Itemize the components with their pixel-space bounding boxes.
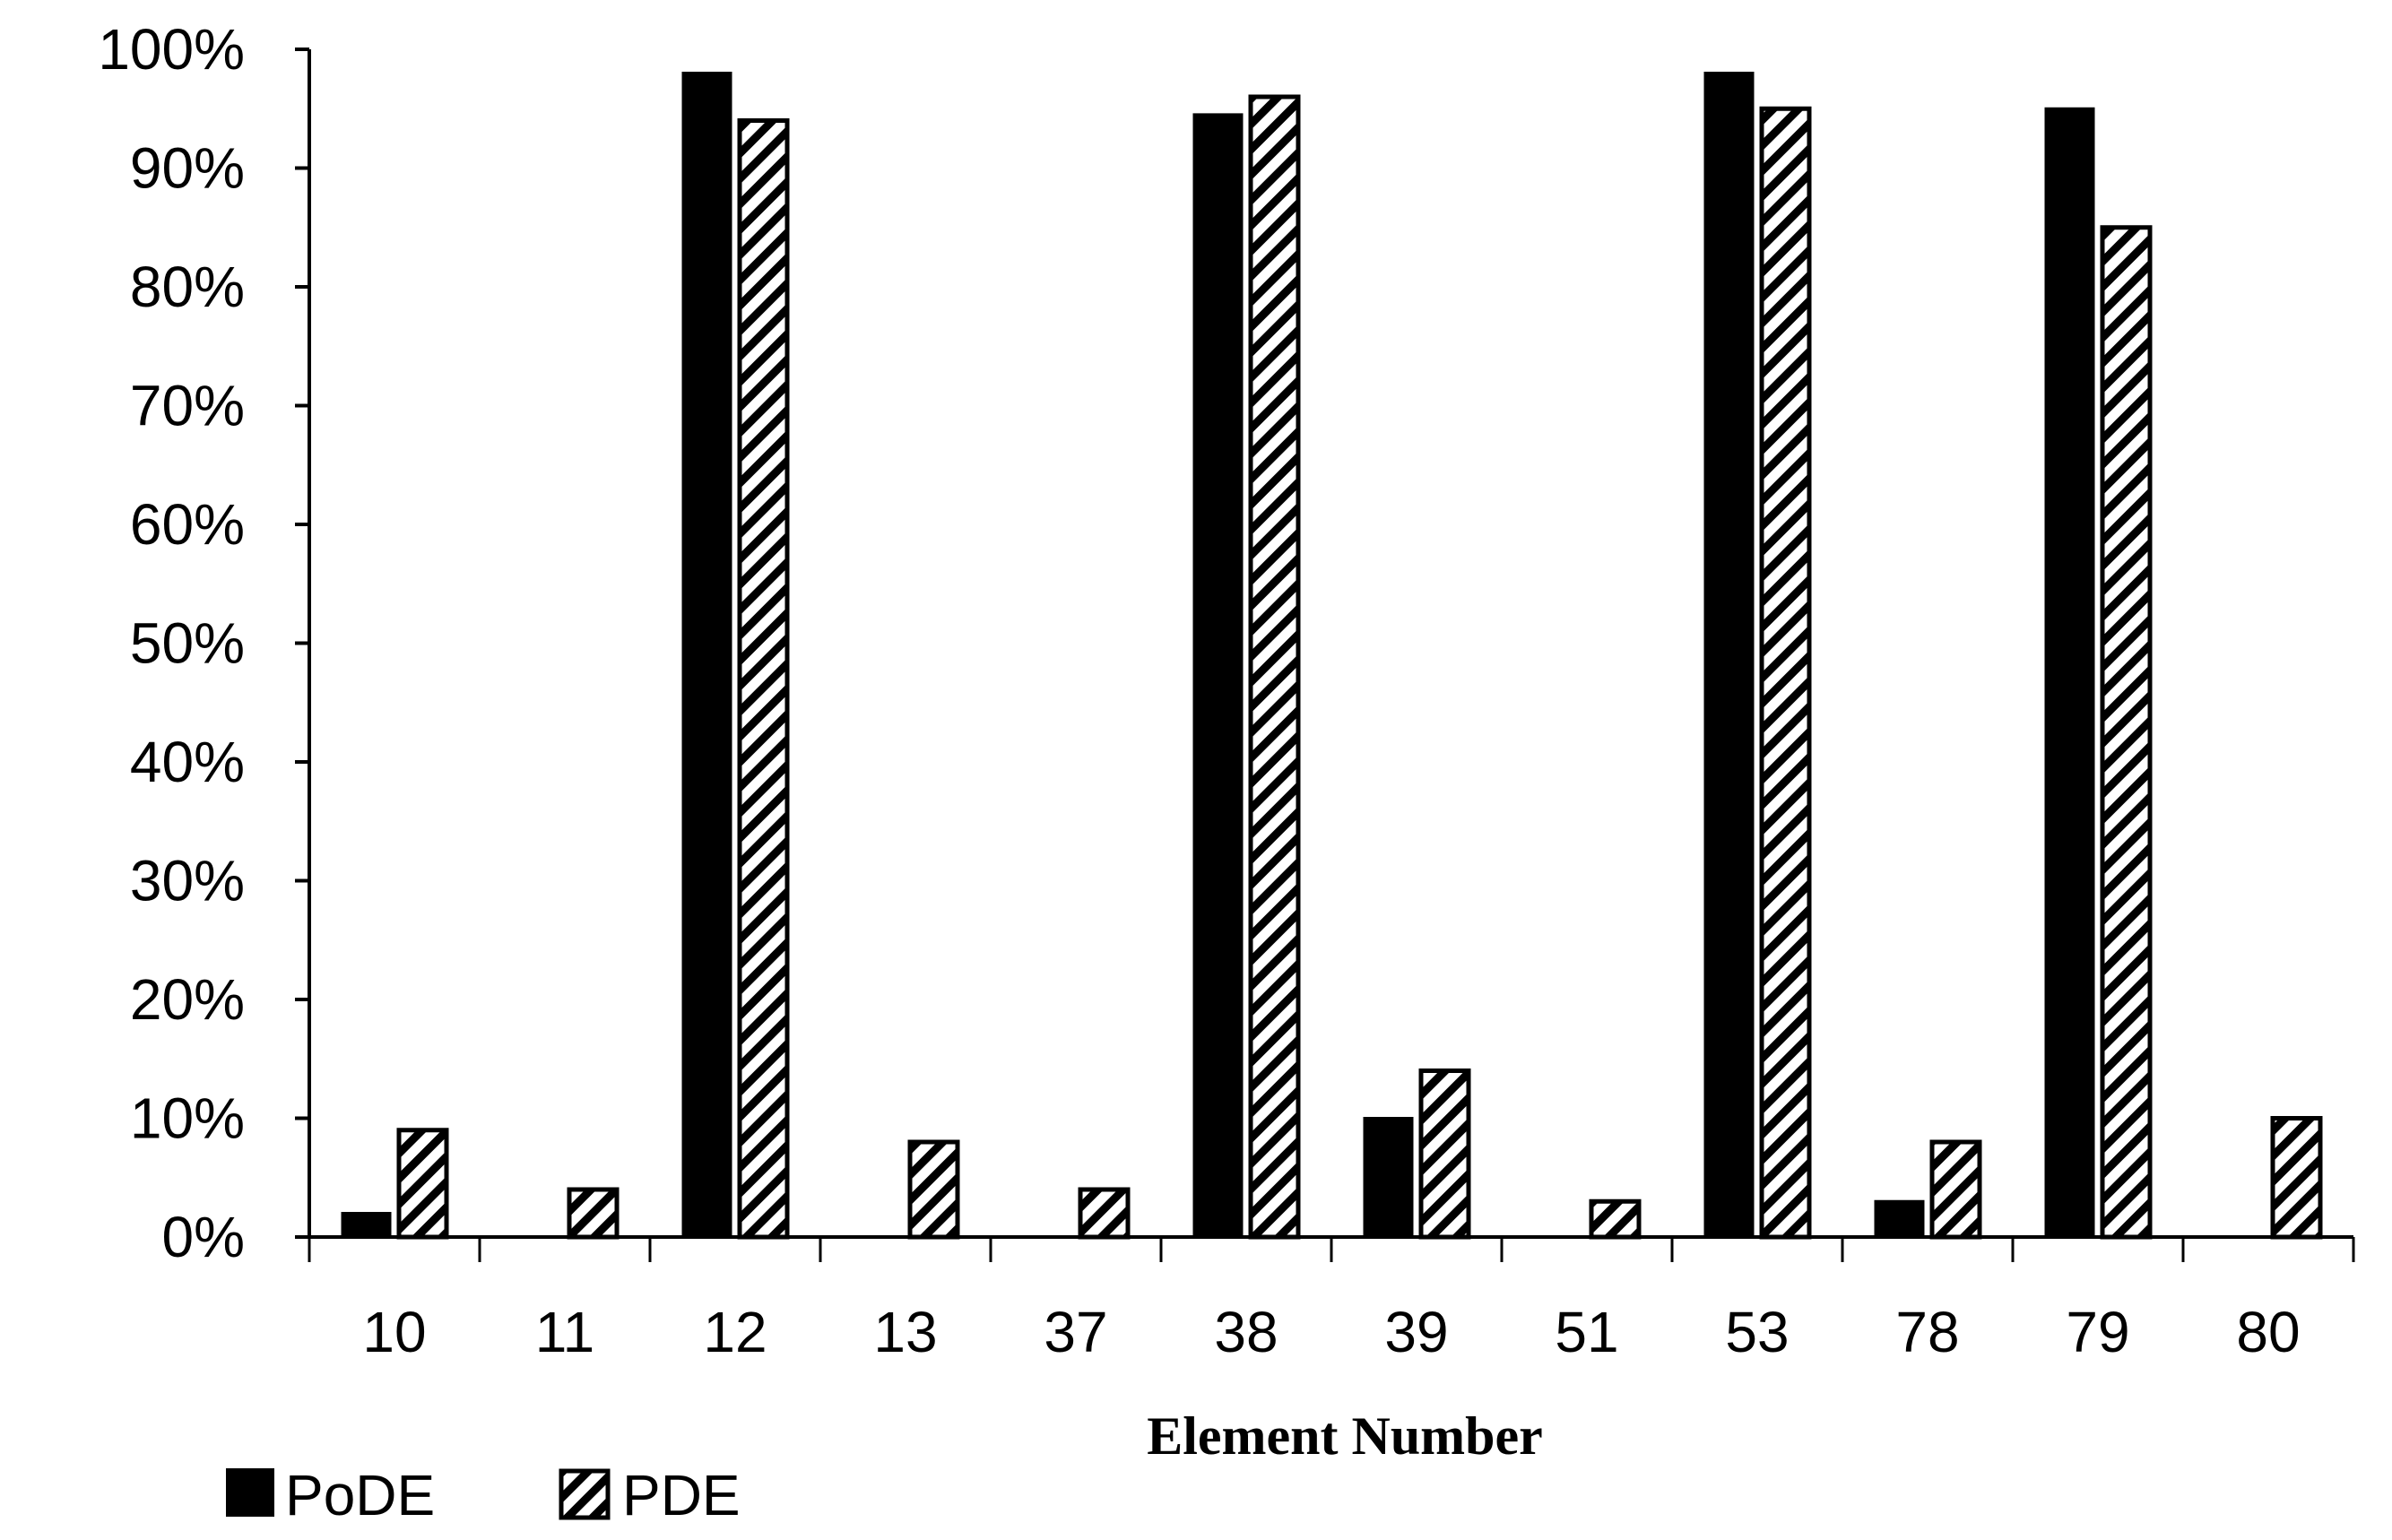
y-tick-label: 30% [130,849,245,913]
x-tick-label: 12 [703,1300,767,1364]
x-tick-label: 13 [873,1300,937,1364]
x-tick-label: 39 [1384,1300,1448,1364]
bar-pode-12 [681,72,732,1239]
bar-pode-53 [1703,72,1755,1239]
bar-pde-51 [1589,1198,1642,1240]
y-tick-label: 0% [162,1205,246,1269]
x-tick-label: 80 [2236,1300,2300,1364]
bar-pde-39 [1418,1068,1471,1240]
bar-pde-37 [1078,1187,1131,1240]
x-tick-label: 38 [1214,1300,1278,1364]
y-tick-label: 20% [130,967,245,1032]
bar-pde-53 [1759,106,1812,1240]
y-tick-label: 80% [130,255,245,319]
legend-label-pde: PDE [622,1463,741,1527]
x-tick-label: 79 [2066,1300,2129,1364]
legend: PoDE PDE [226,1463,741,1527]
y-tick-label: 50% [130,611,245,676]
bar-pode-78 [1874,1199,1925,1239]
y-tick-label: 40% [130,730,245,794]
x-tick-label: 11 [535,1300,594,1364]
x-tick-label: 78 [1895,1300,1959,1364]
bar-pode-10 [341,1212,392,1239]
legend-swatch-pode [226,1468,274,1517]
bar-pde-80 [2270,1116,2323,1240]
bar-pode-39 [1363,1117,1414,1239]
bar-pode-79 [2044,107,2095,1239]
y-axis-ticks: 0% 10% 20% 30% 40% 50% 60% 70% 80% 90% 100% [98,17,309,1269]
x-axis-title: Element Number [1147,1406,1543,1466]
bar-pde-38 [1248,94,1301,1240]
bar-pde-10 [396,1128,449,1240]
y-tick-label: 70% [130,374,245,438]
y-tick-label: 10% [130,1086,245,1151]
legend-item-pode: PoDE [226,1463,435,1527]
legend-label-pode: PoDE [285,1463,435,1527]
bar-pde-79 [2100,225,2153,1240]
y-tick-label: 100% [98,17,245,82]
x-tick-label: 53 [1725,1300,1789,1364]
bar-pode-38 [1192,113,1244,1239]
legend-item-pde: PDE [559,1463,741,1527]
bar-pde-11 [567,1187,620,1240]
bar-pde-12 [737,118,790,1240]
bar-pde-78 [1929,1139,1982,1240]
bar-pde-13 [907,1139,960,1240]
bars [341,72,2323,1240]
x-tick-label: 37 [1044,1300,1107,1364]
y-tick-label: 60% [130,492,245,557]
x-axis-ticks: 10 11 12 13 37 38 39 51 53 78 79 80 [308,1237,2355,1364]
x-tick-label: 51 [1555,1300,1618,1364]
legend-swatch-pde [559,1468,611,1520]
y-tick-label: 90% [130,136,245,201]
x-tick-label: 10 [362,1300,426,1364]
